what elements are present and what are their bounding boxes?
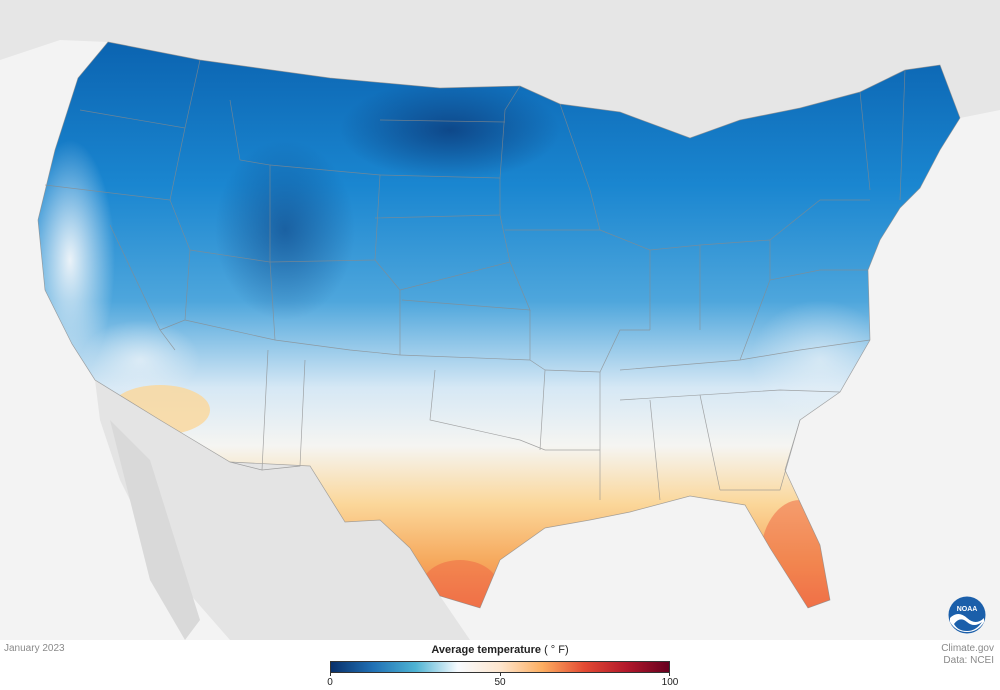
legend-title-text: Average temperature bbox=[431, 644, 541, 656]
credit-block: Climate.gov Data: NCEI bbox=[941, 643, 994, 667]
legend-tick-mark-min bbox=[330, 673, 331, 676]
legend-tick-min: 0 bbox=[327, 677, 333, 688]
date-label: January 2023 bbox=[4, 643, 65, 654]
credit-data-source: Data: NCEI bbox=[943, 655, 994, 666]
noaa-emblem-icon: NOAA bbox=[948, 596, 986, 634]
map-svg bbox=[0, 0, 1000, 640]
canada-land bbox=[0, 0, 1000, 138]
legend-unit: ( ° F) bbox=[544, 644, 569, 656]
map-footer: January 2023 Average temperature ( ° F) … bbox=[0, 640, 1000, 690]
legend-title: Average temperature ( ° F) bbox=[330, 644, 670, 656]
credit-site: Climate.gov bbox=[941, 643, 994, 654]
legend-tick-mark-max bbox=[669, 673, 670, 676]
mexico-land bbox=[95, 380, 470, 640]
noaa-logo: NOAA bbox=[948, 596, 986, 634]
legend-color-bar bbox=[330, 661, 670, 673]
noaa-logo-text: NOAA bbox=[957, 606, 978, 613]
legend-tick-max: 100 bbox=[661, 677, 679, 688]
legend-tick-mid: 50 bbox=[494, 677, 506, 688]
temperature-legend: Average temperature ( ° F) 0 50 100 bbox=[327, 644, 678, 688]
baja-land bbox=[110, 420, 200, 640]
temperature-map: NOAA bbox=[0, 0, 1000, 640]
state-borders bbox=[37, 41, 961, 609]
legend-tick-mark-mid bbox=[500, 673, 501, 676]
